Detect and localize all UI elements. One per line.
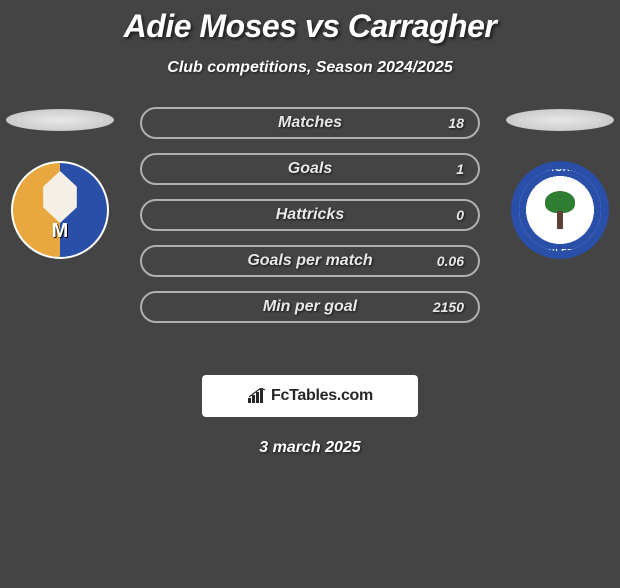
badge-right-text-top: WIGAN [511,163,609,173]
stat-value-right: 2150 [433,299,464,315]
stat-row-min-per-goal: Min per goal 2150 [140,291,480,323]
stat-value-right: 0 [456,207,464,223]
date-line: 3 march 2025 [0,439,620,457]
stat-label: Min per goal [263,298,357,316]
branding-box[interactable]: FcTables.com [202,375,418,417]
stat-label: Goals per match [247,252,372,270]
stat-row-goals-per-match: Goals per match 0.06 [140,245,480,277]
player-right-column: WIGAN ATHLETIC [500,107,620,259]
club-badge-right: WIGAN ATHLETIC [511,161,609,259]
stat-row-goals: Goals 1 [140,153,480,185]
branding-text: FcTables.com [271,387,373,405]
stat-value-right: 18 [448,115,464,131]
player-left-column [0,107,120,259]
stat-row-matches: Matches 18 [140,107,480,139]
stat-value-right: 0.06 [437,253,464,269]
player-right-avatar-placeholder [506,109,614,131]
club-badge-left [11,161,109,259]
stat-label: Matches [278,114,342,132]
badge-right-text-bottom: ATHLETIC [511,248,609,257]
stat-value-right: 1 [456,161,464,177]
tree-icon [541,191,579,229]
player-left-avatar-placeholder [6,109,114,131]
stat-rows: Matches 18 Goals 1 Hattricks 0 Goals per… [140,107,480,337]
stats-area: WIGAN ATHLETIC Matches 18 Goals 1 Hattri… [0,107,620,357]
subtitle: Club competitions, Season 2024/2025 [0,59,620,77]
stat-label: Goals [288,160,332,178]
stat-label: Hattricks [276,206,344,224]
page-title: Adie Moses vs Carragher [0,8,620,45]
stat-row-hattricks: Hattricks 0 [140,199,480,231]
bar-chart-icon [247,388,267,404]
